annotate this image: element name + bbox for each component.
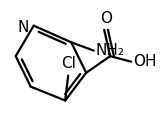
Text: Cl: Cl [61, 56, 76, 71]
Text: NH₂: NH₂ [95, 43, 124, 58]
Text: N: N [18, 20, 29, 35]
Text: OH: OH [133, 54, 156, 69]
Text: O: O [100, 11, 112, 26]
